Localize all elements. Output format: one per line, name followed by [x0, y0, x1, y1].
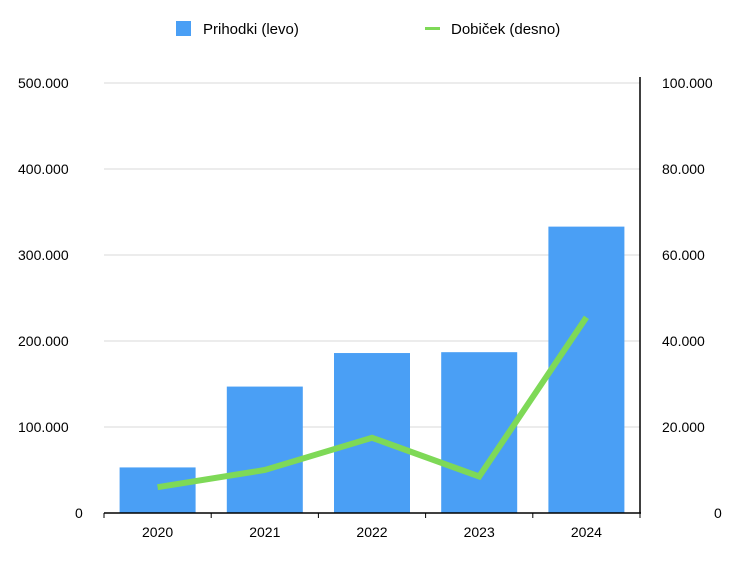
- right-axis-tick-labels: 0 20.000 40.000 60.000 80.000 100.000: [662, 75, 722, 521]
- legend-item-profit: Dobiček (desno): [425, 21, 560, 38]
- right-tick-label: 60.000: [662, 247, 705, 263]
- x-tick-label: 2023: [464, 524, 495, 540]
- right-tick-label: 40.000: [662, 333, 705, 349]
- bar-series: [119, 226, 625, 513]
- left-axis-tick-labels: 0 100.000 200.000 300.000 400.000 500.000: [18, 75, 83, 521]
- right-tick-label: 100.000: [662, 75, 713, 91]
- left-tick-label: 0: [75, 505, 83, 521]
- left-tick-label: 100.000: [18, 419, 69, 435]
- right-tick-label: 80.000: [662, 161, 705, 177]
- legend-label-revenue: Prihodki (levo): [203, 21, 299, 38]
- legend-swatch-profit: [425, 27, 440, 30]
- bar-revenue-2024: [548, 226, 625, 513]
- right-tick-label: 0: [714, 505, 722, 521]
- bar-revenue-2022: [334, 353, 410, 513]
- left-tick-label: 300.000: [18, 247, 69, 263]
- left-tick-label: 400.000: [18, 161, 69, 177]
- legend-label-profit: Dobiček (desno): [451, 21, 560, 38]
- bar-revenue-2021: [226, 386, 303, 513]
- legend-item-revenue: Prihodki (levo): [176, 21, 299, 38]
- bar-revenue-2020: [119, 467, 196, 513]
- right-tick-label: 20.000: [662, 419, 705, 435]
- left-tick-label: 200.000: [18, 333, 69, 349]
- x-tick-label: 2024: [571, 524, 602, 540]
- line-series: [157, 315, 589, 491]
- x-tick-label: 2021: [249, 524, 280, 540]
- left-tick-label: 500.000: [18, 75, 69, 91]
- x-axis-tick-labels: 2020 2021 2022 2023 2024: [142, 524, 602, 540]
- x-tick-label: 2022: [356, 524, 387, 540]
- bar-revenue-2023: [441, 352, 518, 513]
- legend-swatch-revenue: [176, 21, 191, 36]
- axes: [103, 77, 641, 518]
- x-tick-label: 2020: [142, 524, 173, 540]
- legend: Prihodki (levo) Dobiček (desno): [176, 21, 560, 38]
